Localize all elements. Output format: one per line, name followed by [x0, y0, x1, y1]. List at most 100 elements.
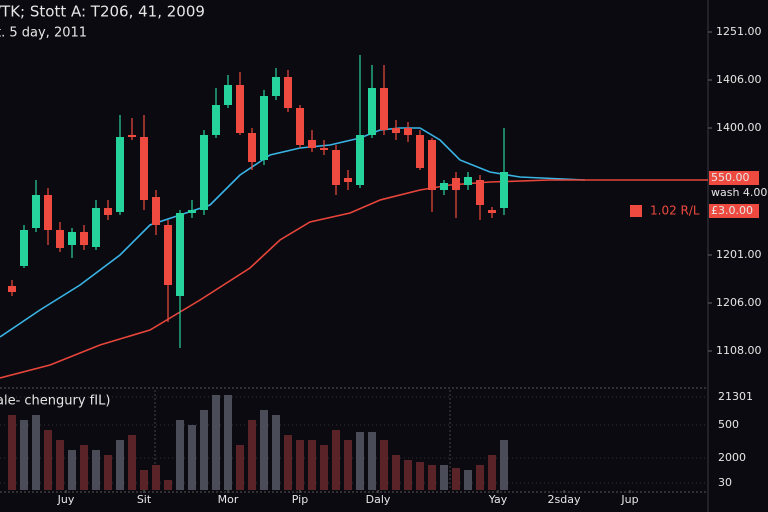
candle-body — [332, 150, 340, 185]
volume-bar — [284, 435, 292, 490]
candle-body — [152, 197, 160, 225]
volume-bar — [476, 465, 484, 490]
candle-body — [464, 177, 472, 185]
annotation: 550.00 — [711, 171, 750, 184]
y-tick-label: 1251.00 — [716, 25, 762, 38]
x-tick-label: Juy — [57, 493, 75, 506]
volume-bar — [260, 410, 268, 490]
volume-label: ale- chengury fIL) — [0, 394, 110, 409]
volume-bar — [416, 462, 424, 490]
candle-body — [380, 88, 388, 130]
candle-body — [188, 210, 196, 213]
annotation: 1.02 R/L — [650, 204, 700, 218]
candle-body — [44, 195, 52, 230]
volume-bar — [440, 465, 448, 490]
price-label-box — [709, 204, 759, 218]
volume-bar — [404, 460, 412, 490]
candle-body — [488, 210, 496, 213]
y-tick-label: 1201.00 — [716, 248, 762, 261]
volume-bar — [68, 450, 76, 490]
candle-body — [476, 180, 484, 205]
candle-body — [200, 135, 208, 210]
volume-bar — [224, 395, 232, 490]
volume-bar — [356, 432, 364, 490]
volume-bar — [332, 430, 340, 490]
annotation: £3.0.00 — [711, 204, 753, 217]
y-tick-label: 1406.00 — [716, 73, 762, 86]
candle-body — [272, 77, 280, 96]
volume-bar — [344, 440, 352, 490]
volume-bar — [380, 440, 388, 490]
candle-body — [80, 232, 88, 245]
candle-body — [392, 128, 400, 133]
candle-body — [356, 135, 364, 185]
volume-bar — [44, 430, 52, 490]
candle-body — [56, 230, 64, 248]
volume-bar — [308, 440, 316, 490]
volume-bar — [320, 445, 328, 490]
candle-body — [320, 148, 328, 150]
volume-bar — [236, 445, 244, 490]
volume-bar — [248, 420, 256, 490]
volume-bar — [428, 465, 436, 490]
chart-title: /TK; Stott A: T206, 41, 2009 — [0, 3, 205, 21]
x-tick-label: Daly — [366, 493, 391, 506]
candle-body — [8, 286, 16, 292]
annotation: wash 4.00 — [711, 186, 767, 199]
candle-body — [140, 137, 148, 200]
volume-tick-label: 21301 — [718, 390, 753, 403]
candle-body — [176, 213, 184, 296]
volume-bar — [92, 450, 100, 490]
y-tick-label: 1108.00 — [716, 344, 762, 357]
candle-body — [116, 137, 124, 212]
price-label-box — [709, 171, 759, 185]
plot: 1251.00 1406.00 1400.00 1201.00 1206.00 1108.… — [0, 25, 767, 506]
volume-bar — [212, 395, 220, 490]
candle-body — [308, 140, 316, 148]
volume-tick-label: 30 — [718, 476, 732, 489]
volume-bar — [176, 420, 184, 490]
candle-body — [404, 128, 412, 135]
x-tick-label: Mor — [218, 493, 239, 506]
volume-bar — [200, 410, 208, 490]
volume-bar — [140, 470, 148, 490]
x-tick-label: Jup — [620, 493, 638, 506]
volume-bar — [164, 480, 172, 490]
volume-bar — [128, 435, 136, 490]
volume-tick-label: 500 — [718, 418, 739, 431]
volume-bar — [368, 432, 376, 490]
candle-body — [104, 208, 112, 215]
candle-body — [428, 140, 436, 190]
candle-body — [248, 133, 256, 162]
x-tick-label: 2sday — [548, 493, 581, 506]
candle-body — [236, 85, 244, 133]
candle-body — [440, 183, 448, 190]
volume-bar — [32, 415, 40, 490]
volume-bar — [188, 425, 196, 490]
candle-body — [260, 96, 268, 160]
volume-bar — [152, 465, 160, 490]
y-tick-label: 1206.00 — [716, 296, 762, 309]
candle-body — [452, 178, 460, 190]
volume-bar — [8, 415, 16, 490]
candle-body — [92, 208, 100, 247]
candle-body — [32, 195, 40, 228]
x-tick-label: Yay — [488, 493, 508, 506]
candle-body — [284, 77, 292, 108]
volume-tick-label: 2000 — [718, 451, 746, 464]
volume-bar — [392, 455, 400, 490]
volume-bar — [80, 445, 88, 490]
volume-bar — [56, 440, 64, 490]
candle-body — [296, 108, 304, 145]
chart-subtitle: t. 5 day, 2011 — [0, 26, 87, 41]
volume-bar — [464, 470, 472, 490]
volume-bar — [488, 455, 496, 490]
candle-body — [224, 85, 232, 105]
candle-body — [344, 178, 352, 182]
candle-body — [128, 135, 136, 137]
x-tick-label: Pip — [292, 493, 308, 506]
candle-body — [416, 135, 424, 168]
volume-bar — [272, 415, 280, 490]
